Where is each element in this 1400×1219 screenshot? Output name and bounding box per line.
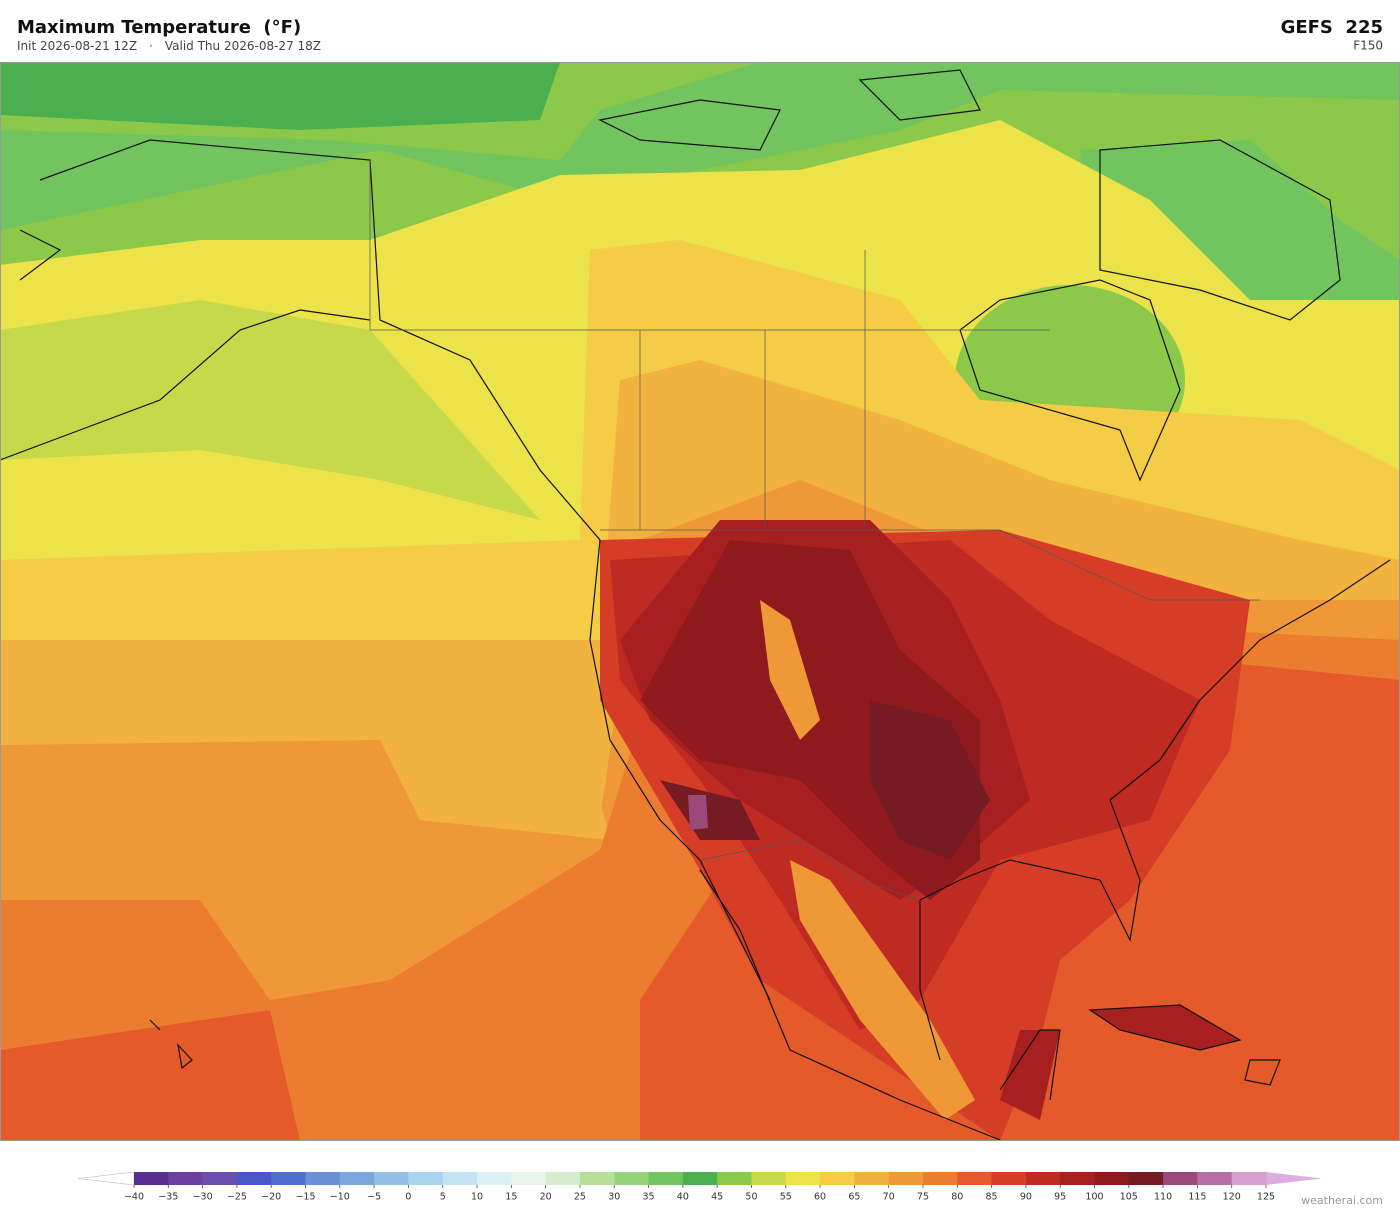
watermark: weatherai.com [1301, 1194, 1383, 1207]
colorbar-tick-label: 30 [608, 1192, 620, 1203]
title: Maximum Temperature (°F) [17, 17, 301, 38]
colorbar-tick-label: 60 [814, 1192, 826, 1203]
temperature-field [660, 700, 990, 860]
colorbar-segment [442, 1172, 478, 1185]
colorbar-segment [1163, 1172, 1198, 1185]
colorbar-tick-label: 115 [1188, 1192, 1206, 1203]
colorbar-tick-label: 80 [951, 1192, 963, 1203]
temperature-field [0, 300, 540, 520]
colorbar-segment [957, 1172, 993, 1185]
colorbar-tick-label: 55 [780, 1192, 792, 1203]
model: GEFS 225 [1281, 17, 1383, 38]
colorbar-segment [305, 1172, 341, 1185]
temperature-field [0, 62, 560, 130]
colorbar-segment [1197, 1172, 1233, 1185]
colorbar-segment [1025, 1172, 1061, 1185]
colorbar-segment [785, 1172, 821, 1185]
temperature-field [200, 800, 390, 1000]
map [0, 62, 1400, 1141]
colorbar-segment [682, 1172, 718, 1185]
temperature-field [688, 795, 708, 830]
colorbar-segment [751, 1172, 787, 1185]
colorbar-tick-label: −30 [193, 1192, 213, 1203]
colorbar-tick-label: 85 [986, 1192, 998, 1203]
colorbar-segment [271, 1172, 307, 1185]
colorbar-tick-label: 35 [642, 1192, 654, 1203]
colorbar-tick-label: 15 [505, 1192, 517, 1203]
colorbar-segment [374, 1172, 409, 1185]
colorbar-tick-label: 120 [1223, 1192, 1241, 1203]
colorbar-segment [820, 1172, 855, 1185]
colorbar-segment [1094, 1172, 1130, 1185]
temperature-field [0, 62, 1400, 230]
colorbar-segment [134, 1172, 169, 1185]
colorbar-segment [1060, 1172, 1095, 1185]
valid: Valid Thu 2026-08-27 18Z [165, 39, 321, 53]
colorbar-segment [717, 1172, 752, 1185]
colorbar-tick-label: 100 [1085, 1192, 1103, 1203]
separator: · [149, 39, 153, 53]
colorbar-tick-label: 40 [677, 1192, 689, 1203]
colorbar-tick-label: 50 [745, 1192, 757, 1203]
colorbar-segment [339, 1172, 375, 1185]
colorbar-tick-label: −35 [158, 1192, 178, 1203]
init: Init 2026-08-21 12Z [17, 39, 137, 53]
temperature-field [380, 740, 610, 840]
colorbar-tick-label: 25 [574, 1192, 586, 1203]
colorbar-tick-label: 65 [848, 1192, 860, 1203]
colorbar-tick-label: 105 [1120, 1192, 1138, 1203]
colorbar-segment [614, 1172, 650, 1185]
colorbar-tick-label: 20 [540, 1192, 552, 1203]
colorbar-tick-label: 125 [1257, 1192, 1275, 1203]
coastline [149, 1004, 1281, 1086]
colorbar-segment [1128, 1172, 1164, 1185]
colorbar-segment [888, 1172, 924, 1185]
colorbar-tick-label: −25 [227, 1192, 247, 1203]
colorbar-segment [408, 1172, 444, 1185]
colorbar-tick-label: 10 [471, 1192, 483, 1203]
coastline [0, 69, 1341, 482]
colorbar-segment [854, 1172, 890, 1185]
colorbar-segment [236, 1172, 272, 1185]
colorbar-tick-label: −10 [330, 1192, 350, 1203]
colorbar: −40 −35 −30 −25 −20 −15 −10 −5 0 5 10 15 20 25 30 35 40 4… [77, 1171, 1322, 1203]
colorbar-tick-label: 5 [440, 1192, 446, 1203]
colorbar-segment [991, 1172, 1027, 1185]
colorbar-tick-label: 95 [1054, 1192, 1066, 1203]
colorbar-segment [202, 1172, 238, 1185]
colorbar-segment [648, 1172, 684, 1185]
colorbar-tick-label: −20 [261, 1192, 281, 1203]
forecast-hour: F150 [1353, 39, 1383, 53]
colorbar-tick-label: −5 [367, 1192, 381, 1203]
colorbar-tick-label: −15 [295, 1192, 315, 1203]
colorbar-tick-label: 90 [1020, 1192, 1032, 1203]
colorbar-segment [922, 1172, 958, 1185]
colorbar-segment [168, 1172, 204, 1185]
colorbar-tick-label: 45 [711, 1192, 723, 1203]
colorbar-over [1266, 1172, 1322, 1185]
colorbar-segment [511, 1172, 547, 1185]
colorbar-tick-label: 110 [1154, 1192, 1172, 1203]
colorbar-tick-label: −40 [124, 1192, 144, 1203]
colorbar-tick-label: 70 [883, 1192, 895, 1203]
colorbar-segment [477, 1172, 512, 1185]
border [369, 160, 1260, 901]
colorbar-segment [579, 1172, 615, 1185]
temperature-field [1000, 1005, 1240, 1120]
coastline [39, 139, 1391, 1141]
colorbar-tick-label: 75 [917, 1192, 929, 1203]
subtitle: Init 2026-08-21 12Z · Valid Thu 2026-08-27… [17, 39, 321, 53]
temperature-field [760, 600, 975, 1120]
colorbar-segment [545, 1172, 581, 1185]
colorbar-segment [1231, 1172, 1267, 1185]
colorbar-tick-label: 0 [405, 1192, 411, 1203]
